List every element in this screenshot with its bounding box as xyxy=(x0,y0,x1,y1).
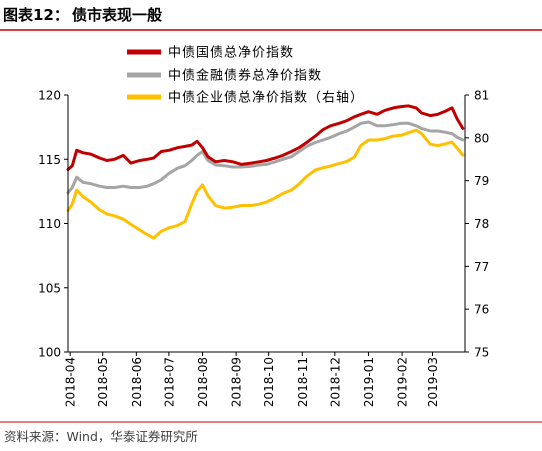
right-y-tick-label: 78 xyxy=(474,217,489,231)
x-tick-label: 2018-06 xyxy=(130,357,144,407)
right-y-tick-label: 77 xyxy=(474,260,489,274)
x-tick-label: 2019-02 xyxy=(396,357,410,407)
x-tick-label: 2019-03 xyxy=(426,357,440,407)
legend-label-treasury: 中债国债总净价指数 xyxy=(168,46,294,61)
right-y-tick-label: 75 xyxy=(474,346,489,360)
chart-legend: 中债国债总净价指数 中债金融债券总净价指数 中债企业债总净价指数（右轴） xyxy=(127,46,364,106)
figure-header: 图表12： 债市表现一般 xyxy=(0,6,542,31)
legend-label-corporate: 中债企业债总净价指数（右轴） xyxy=(168,90,364,106)
right-y-tick-label: 79 xyxy=(474,174,489,188)
x-tick-label: 2018-08 xyxy=(196,357,210,407)
chart-title: 债市表现一般 xyxy=(72,6,162,24)
left-y-tick-label: 110 xyxy=(38,217,61,231)
x-tick-label: 2018-10 xyxy=(262,357,276,407)
source-note: 资料来源：Wind，华泰证券研究所 xyxy=(4,429,198,444)
left-y-tick-label: 100 xyxy=(38,346,61,360)
financial-bond-index-line xyxy=(66,120,465,195)
legend-item-corporate: 中债企业债总净价指数（右轴） xyxy=(127,90,364,106)
x-tick-label: 2018-09 xyxy=(230,357,244,407)
left-y-tick-label: 120 xyxy=(38,89,61,103)
treasury-bond-index-line xyxy=(66,104,465,171)
x-tick-label: 2019-01 xyxy=(362,357,376,407)
legend-item-treasury: 中债国债总净价指数 xyxy=(127,46,294,61)
right-y-tick-label: 76 xyxy=(474,303,489,317)
right-y-tick-label: 80 xyxy=(474,131,489,145)
corporate-bond-index-line xyxy=(66,128,465,240)
legend-label-financial: 中债金融债券总净价指数 xyxy=(168,68,322,84)
figure-footer: 资料来源：Wind，华泰证券研究所 xyxy=(0,421,542,444)
right-y-tick-label: 81 xyxy=(474,89,489,103)
left-y-tick-label: 115 xyxy=(38,153,61,167)
x-tick-label: 2018-12 xyxy=(328,357,342,407)
left-y-tick-label: 105 xyxy=(38,281,61,295)
legend-item-financial: 中债金融债券总净价指数 xyxy=(127,68,322,84)
plot-axes: 100 105 110 115 120 75 76 77 78 79 80 81 2018-04 2018… xyxy=(38,89,489,408)
figure-number: 图表12： xyxy=(3,6,69,24)
x-tick-label: 2018-07 xyxy=(162,357,176,407)
x-tick-label: 2018-11 xyxy=(296,357,310,407)
x-tick-label: 2018-04 xyxy=(64,357,78,407)
x-tick-label: 2018-05 xyxy=(96,357,110,407)
plot-series xyxy=(66,104,465,240)
